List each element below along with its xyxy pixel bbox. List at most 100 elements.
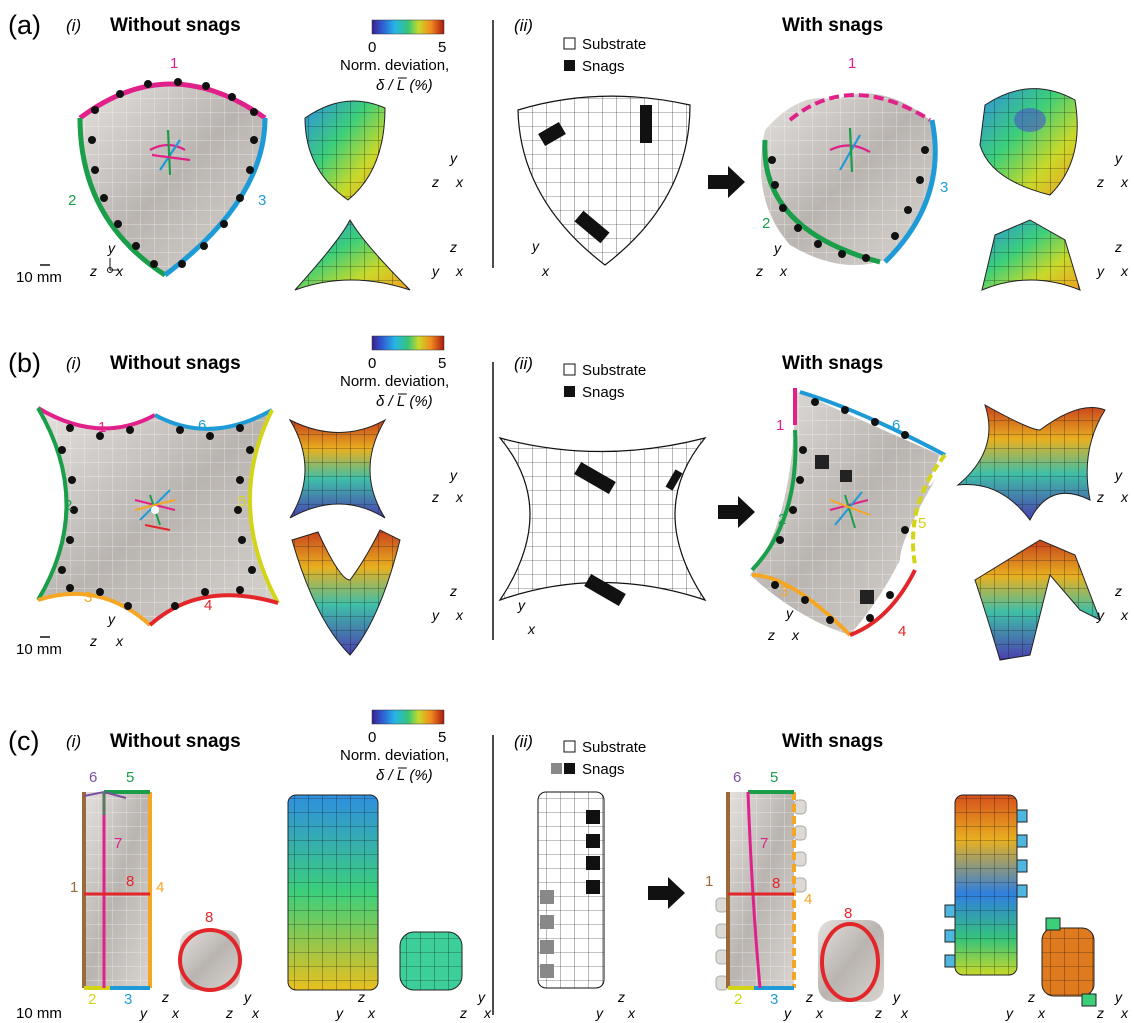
panel-title-left: Without snags [110, 353, 241, 374]
model-c-with-snags-cross-section: 8 [818, 905, 884, 1002]
svg-text:4: 4 [156, 879, 164, 896]
svg-text:Substrate: Substrate [582, 739, 646, 756]
sim-b-top [288, 418, 387, 519]
legend-substrate: Substrate [582, 36, 646, 53]
svg-text:z: z [1114, 239, 1122, 255]
axis-triad: z y x [431, 239, 464, 279]
panel-title-right: With snags [782, 15, 883, 36]
panel-roman-left: (i) [66, 732, 81, 751]
svg-text:y: y [785, 605, 794, 621]
svg-text:4: 4 [804, 891, 812, 908]
svg-text:8: 8 [844, 905, 852, 922]
svg-text:x: x [455, 607, 464, 623]
svg-text:z: z [805, 989, 813, 1005]
svg-text:x: x [1120, 607, 1129, 623]
edge-label-3: 3 [940, 179, 948, 196]
edge-2 [77, 117, 167, 278]
panel-a: (a) (i) Without snags (ii) With snags 0 … [8, 10, 1129, 291]
panel-b: (b) (i) Without snags (ii) With snags 0 … [8, 335, 1129, 661]
svg-text:y: y [477, 989, 486, 1005]
svg-text:z: z [459, 1005, 467, 1021]
edge-label-2: 2 [762, 215, 770, 232]
svg-text:x: x [483, 1005, 492, 1021]
svg-text:8: 8 [126, 873, 134, 890]
sim-c-cross-section [399, 931, 463, 991]
axis-triad: y x [517, 597, 536, 637]
panel-roman-right: (ii) [514, 354, 533, 373]
svg-text:2: 2 [88, 991, 96, 1008]
svg-text:z: z [89, 263, 97, 279]
sim-c-column [287, 794, 379, 991]
svg-text:x: x [171, 1005, 180, 1021]
panel-letter: (a) [8, 10, 41, 40]
pattern-a [517, 95, 691, 266]
svg-text:1: 1 [70, 879, 78, 896]
panel-title-left: Without snags [110, 15, 241, 36]
svg-text:y: y [595, 1005, 604, 1021]
svg-text:z: z [874, 1005, 882, 1021]
axis-triad: z y x [1096, 583, 1129, 623]
colorbar: 0 5 Norm. deviation, δ / L̅ (%) [340, 709, 449, 784]
model-c-without-snags: 6 5 7 8 1 4 2 3 [70, 769, 164, 1008]
svg-text:x: x [115, 263, 124, 279]
pattern-c [537, 791, 605, 989]
axis-triad: y z x [1096, 989, 1129, 1021]
panel-letter: (b) [8, 348, 41, 378]
axis-triad: y z x [1096, 150, 1129, 190]
svg-text:6: 6 [198, 417, 206, 434]
svg-text:3: 3 [124, 991, 132, 1008]
axis-triad: z y x [335, 989, 376, 1021]
svg-text:x: x [815, 1005, 824, 1021]
axis-triad: z y x [783, 989, 824, 1021]
edge-label-1: 1 [848, 55, 856, 72]
svg-text:8: 8 [772, 875, 780, 892]
svg-text:x: x [1120, 489, 1129, 505]
svg-text:x: x [455, 489, 464, 505]
svg-text:y: y [517, 597, 526, 613]
axis-triad: z y x [139, 989, 180, 1021]
sim-c-with-snags-cross-section [1041, 917, 1097, 1007]
svg-text:x: x [367, 1005, 376, 1021]
svg-text:Norm. deviation,: Norm. deviation, [340, 747, 449, 764]
svg-text:4: 4 [204, 597, 212, 614]
svg-text:1: 1 [98, 419, 106, 436]
model-a-without-snags: 1 2 3 [68, 55, 268, 278]
panel-roman-right: (ii) [514, 732, 533, 751]
svg-text:y: y [1096, 263, 1105, 279]
colorbar-min: 0 [368, 39, 376, 56]
arrow-icon [648, 877, 685, 909]
svg-text:x: x [1120, 174, 1129, 190]
scale-bar-label: 10 mm [16, 269, 62, 286]
svg-text:6: 6 [89, 769, 97, 786]
sim-a-with-snags-top [979, 88, 1078, 196]
svg-text:x: x [541, 263, 550, 279]
panel-title-right: With snags [782, 353, 883, 374]
panel-title-right: With snags [782, 731, 883, 752]
sim-c-with-snags-column [944, 794, 1028, 976]
svg-text:Norm. deviation,: Norm. deviation, [340, 373, 449, 390]
svg-text:y: y [773, 240, 782, 256]
pattern-b [498, 436, 707, 607]
axis-triad: z y x [595, 989, 636, 1021]
svg-text:z: z [431, 489, 439, 505]
model-c-with-snags: 6 5 7 8 1 4 2 3 [705, 769, 812, 1008]
svg-text:3: 3 [780, 583, 788, 600]
svg-text:y: y [1005, 1005, 1014, 1021]
svg-text:z: z [1096, 489, 1104, 505]
axis-triad: y z x [459, 989, 492, 1021]
svg-text:y: y [449, 150, 458, 166]
svg-text:6: 6 [733, 769, 741, 786]
svg-text:δ / L̅ (%): δ / L̅ (%) [376, 393, 433, 410]
axis-triad: z y x [1005, 989, 1046, 1021]
axis-triad: y z x [225, 989, 260, 1021]
axis-triad: y z x [89, 611, 124, 649]
svg-text:x: x [900, 1005, 909, 1021]
svg-text:0: 0 [368, 729, 376, 746]
axis-triad: y z x [431, 150, 464, 190]
svg-text:x: x [627, 1005, 636, 1021]
svg-text:8: 8 [205, 909, 213, 926]
colorbar-label: Norm. deviation, [340, 57, 449, 74]
axis-triad: z y x [431, 583, 464, 623]
svg-text:x: x [455, 174, 464, 190]
sim-b-with-snags-side [974, 539, 1101, 661]
